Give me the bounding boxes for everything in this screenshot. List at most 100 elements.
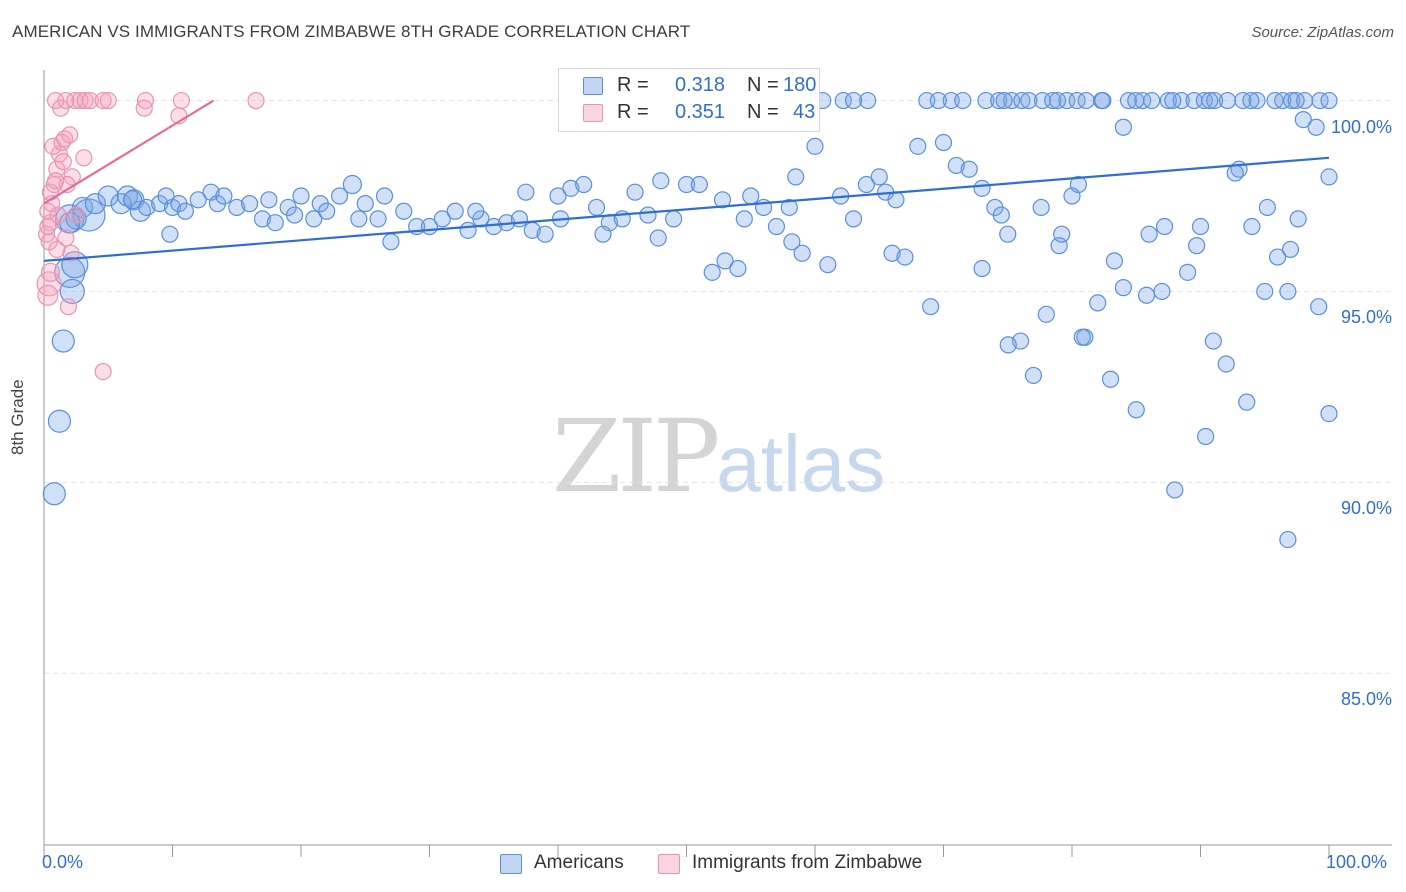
americans-point — [1105, 252, 1124, 270]
americans-point — [1049, 91, 1067, 110]
americans-point — [922, 298, 940, 316]
americans-point — [1289, 210, 1307, 228]
americans-point — [999, 336, 1017, 354]
americans-point — [176, 202, 194, 220]
americans-point — [857, 175, 876, 194]
americans-point — [285, 206, 304, 224]
americans-point — [587, 198, 606, 217]
americans-point — [228, 198, 246, 217]
legend-r-value: 0.318 — [675, 74, 726, 96]
americans-point — [1311, 91, 1329, 110]
americans-point — [369, 210, 387, 228]
source-credit: Source: ZipAtlas.com — [1251, 24, 1394, 41]
americans-point — [1238, 393, 1256, 411]
americans-point — [1218, 91, 1237, 110]
legend-r-label: R = — [617, 101, 649, 123]
americans-point — [1094, 91, 1112, 110]
americans-point — [1069, 175, 1088, 194]
y-tick-label: 100.0% — [1330, 116, 1392, 137]
americans-point — [990, 91, 1008, 110]
americans-point — [1013, 91, 1031, 110]
americans-point — [1053, 225, 1071, 243]
americans-point — [992, 206, 1010, 224]
americans-point — [1281, 240, 1300, 259]
americans-point — [883, 244, 901, 262]
americans-point — [510, 210, 529, 228]
americans-point — [1044, 91, 1062, 110]
zimbabwe-point — [46, 91, 65, 110]
americans-point — [947, 156, 965, 175]
americans-point — [742, 187, 760, 205]
americans-point — [1164, 91, 1182, 110]
americans-point — [1166, 481, 1184, 499]
americans-point — [1127, 91, 1145, 110]
americans-point — [665, 210, 683, 228]
americans-point — [1159, 91, 1177, 110]
americans-point — [703, 263, 721, 281]
americans-point — [973, 179, 991, 197]
zimbabwe-trend-line — [43, 99, 215, 205]
americans-point — [652, 172, 670, 190]
watermark-atlas: atlas — [716, 419, 886, 508]
americans-point — [97, 185, 119, 207]
zimbabwe-point — [172, 91, 191, 110]
zimbabwe-point — [75, 149, 93, 167]
americans-point — [1320, 404, 1338, 423]
americans-point — [350, 210, 368, 228]
americans-trend-line — [43, 156, 1330, 262]
americans-point — [594, 225, 612, 243]
americans-point — [887, 191, 905, 209]
americans-point — [47, 409, 72, 433]
americans-point — [65, 208, 87, 230]
americans-point — [189, 191, 207, 209]
zimbabwe-point — [59, 298, 78, 316]
zimbabwe-point — [247, 91, 265, 110]
watermark-zip: ZIP — [552, 398, 720, 515]
americans-point — [215, 187, 233, 205]
legend-n-label: N = — [747, 74, 779, 96]
americans-point — [1279, 282, 1297, 301]
americans-point — [1320, 91, 1338, 110]
americans-point — [1089, 294, 1107, 312]
americans-point — [517, 183, 535, 201]
bottom-legend-swatch-pink — [658, 854, 680, 874]
americans-point — [870, 168, 888, 186]
americans-point — [806, 137, 824, 155]
americans-point — [1127, 401, 1145, 419]
americans-point — [729, 259, 747, 278]
zimbabwe-point — [54, 153, 72, 171]
americans-point — [677, 175, 696, 194]
americans-point — [1119, 91, 1138, 110]
americans-point — [59, 278, 85, 305]
americans-point — [1101, 370, 1120, 388]
americans-point — [1274, 91, 1292, 110]
x-tick-label-max: 100.0% — [1326, 852, 1388, 872]
americans-point — [1226, 164, 1244, 182]
americans-point — [844, 91, 863, 110]
americans-point — [1268, 248, 1287, 266]
americans-point — [1179, 263, 1197, 281]
legend-n-label: N = — [747, 101, 779, 123]
zimbabwe-point — [49, 206, 67, 224]
americans-point — [1201, 91, 1219, 110]
americans-point — [318, 202, 336, 220]
trend-lines — [43, 99, 1330, 262]
chart-title: AMERICAN VS IMMIGRANTS FROM ZIMBABWE 8TH… — [12, 22, 691, 41]
americans-point — [1114, 118, 1133, 136]
americans-point — [1258, 198, 1276, 217]
americans-point — [575, 175, 593, 194]
americans-point — [713, 191, 732, 209]
americans-point — [1197, 427, 1215, 446]
americans-point — [1077, 91, 1095, 110]
americans-point — [929, 91, 947, 110]
americans-point — [260, 191, 278, 209]
americans-point — [1242, 91, 1260, 110]
americans-point — [123, 190, 143, 210]
zimbabwe-point — [94, 91, 112, 110]
americans-point — [1279, 530, 1297, 549]
americans-point — [1188, 237, 1206, 255]
americans-point — [783, 233, 801, 251]
americans-point — [375, 187, 394, 205]
americans-point — [977, 91, 995, 110]
